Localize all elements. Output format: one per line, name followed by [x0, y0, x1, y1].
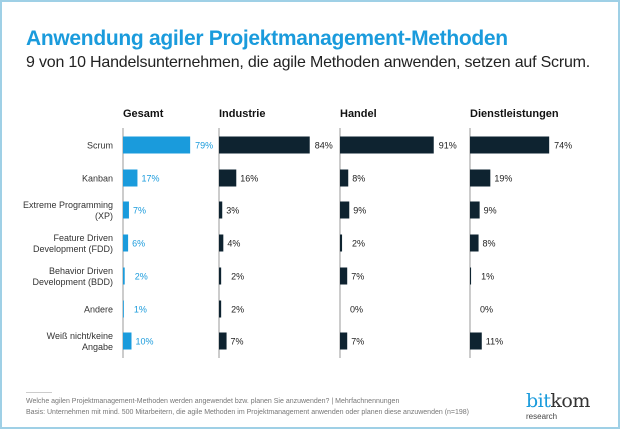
data-label: 1%	[134, 305, 147, 315]
data-label: 7%	[133, 206, 146, 216]
bar	[470, 201, 480, 219]
category-label: Weiß nicht/keine	[47, 331, 113, 341]
data-label: 0%	[350, 305, 363, 315]
data-label: 7%	[231, 337, 244, 347]
data-label: 9%	[484, 206, 497, 216]
data-label: 7%	[351, 272, 364, 282]
data-label: 10%	[136, 337, 154, 347]
data-label: 17%	[141, 174, 159, 184]
bar	[470, 332, 482, 350]
data-label: 9%	[353, 206, 366, 216]
data-label: 1%	[481, 272, 494, 282]
bar	[340, 201, 350, 219]
category-label: Development (FDD)	[33, 244, 113, 254]
category-label: Behavior Driven	[49, 266, 113, 276]
bar	[340, 332, 348, 350]
data-label: 2%	[231, 272, 244, 282]
bar	[219, 136, 310, 154]
bar	[470, 267, 472, 285]
footnote-separator	[26, 392, 52, 393]
panel-header-gesamt: Gesamt	[123, 108, 164, 120]
data-label: 16%	[240, 174, 258, 184]
data-label: 2%	[352, 239, 365, 249]
category-label: Extreme Programming	[23, 200, 113, 210]
data-label: 2%	[231, 305, 244, 315]
bar	[219, 332, 227, 350]
bar	[219, 234, 224, 252]
bar	[340, 234, 343, 252]
chart-subtitle: 9 von 10 Handelsunternehmen, die agile M…	[26, 54, 591, 71]
bar	[340, 267, 348, 285]
data-label: 2%	[135, 272, 148, 282]
panel-header-handel: Handel	[340, 108, 377, 120]
bar	[123, 300, 124, 318]
bar	[219, 300, 222, 318]
bar	[470, 234, 479, 252]
data-label: 3%	[226, 206, 239, 216]
bitkom-research-logo: bitkom research	[526, 390, 590, 421]
data-label: 74%	[554, 141, 572, 151]
data-label: 84%	[315, 141, 333, 151]
category-label: Angabe	[82, 342, 113, 352]
chart-title: Anwendung agiler Projektmanagement-Metho…	[26, 27, 508, 50]
data-label: 4%	[227, 239, 240, 249]
data-label: 7%	[351, 337, 364, 347]
data-label: 8%	[483, 239, 496, 249]
data-label: 91%	[439, 141, 457, 151]
bar	[470, 136, 550, 154]
data-label: 0%	[480, 305, 493, 315]
bar	[123, 332, 132, 350]
data-label: 6%	[132, 239, 145, 249]
data-label: 8%	[352, 174, 365, 184]
bar	[340, 169, 349, 187]
footnote-question: Welche agilen Projektmanagement-Methoden…	[26, 398, 400, 405]
bar	[470, 169, 491, 187]
panel-header-dienstleistungen: Dienstleistungen	[470, 108, 559, 120]
data-label: 19%	[494, 174, 512, 184]
bar	[123, 169, 138, 187]
category-label: Andere	[84, 305, 113, 315]
category-label: Development (BDD)	[32, 277, 113, 287]
footnote-basis: Basis: Unternehmen mit mind. 500 Mitarbe…	[26, 409, 470, 416]
bar	[123, 234, 129, 252]
bar	[340, 136, 434, 154]
bar	[123, 201, 129, 219]
bar	[219, 267, 222, 285]
bar	[123, 267, 125, 285]
bar-chart: Scrum Kanban Extreme Programming(XP) Featur…	[23, 108, 572, 358]
category-label: (XP)	[95, 211, 113, 221]
data-label: 79%	[195, 141, 213, 151]
bar	[219, 169, 237, 187]
category-label: Feature Driven	[53, 233, 113, 243]
bar	[219, 201, 223, 219]
category-label: Scrum	[87, 141, 113, 151]
bar	[123, 136, 191, 154]
category-label: Kanban	[82, 174, 113, 184]
panel-header-industrie: Industrie	[219, 108, 265, 120]
data-label: 11%	[486, 337, 503, 347]
